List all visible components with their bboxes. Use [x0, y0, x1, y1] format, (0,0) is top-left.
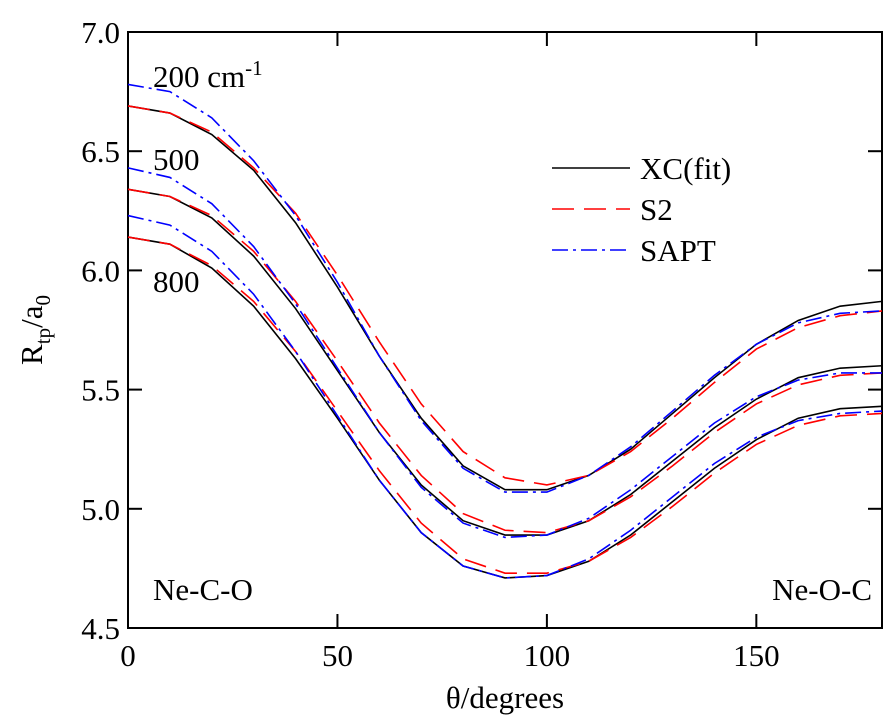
x-axis-label: θ/degrees — [446, 680, 564, 715]
curve — [127, 236, 883, 574]
y-tick-label: 6.5 — [81, 134, 120, 169]
y-axis-label: Rtp/a0 — [14, 295, 55, 365]
plot-frame — [127, 31, 883, 629]
annotation-text: 200 cm — [153, 59, 245, 94]
x-tick-label: 0 — [120, 638, 136, 673]
curve — [127, 188, 883, 534]
y-label-part: R — [14, 344, 49, 365]
y-label-part: /a — [14, 305, 49, 328]
annotation: Ne-C-O — [153, 572, 253, 607]
annotation: Ne-O-C — [772, 572, 872, 607]
y-tick-label: 7.0 — [81, 15, 120, 50]
x-tick-label: 150 — [733, 638, 780, 673]
curve — [127, 188, 883, 536]
annotation-sup: -1 — [245, 56, 263, 80]
annotation: 800 — [153, 264, 200, 299]
y-tick-label: 5.5 — [81, 373, 120, 408]
curve — [127, 214, 883, 579]
curve — [127, 236, 883, 579]
annotation: 200 cm-1 — [153, 56, 263, 94]
y-tick-label: 6.0 — [81, 253, 120, 288]
x-tick-label: 100 — [524, 638, 571, 673]
legend-label: S2 — [640, 192, 673, 227]
curve — [127, 83, 883, 493]
curve — [127, 167, 882, 539]
legend-label: SAPT — [640, 233, 716, 268]
y-label-sub: 0 — [31, 295, 55, 306]
annotation: 500 — [153, 142, 200, 177]
y-tick-label: 4.5 — [81, 611, 120, 646]
curve — [127, 105, 883, 486]
y-label-sub: tp — [31, 328, 55, 344]
legend-label: XC(fit) — [640, 151, 731, 186]
x-tick-label: 50 — [322, 638, 353, 673]
y-tick-label: 5.0 — [81, 492, 120, 527]
